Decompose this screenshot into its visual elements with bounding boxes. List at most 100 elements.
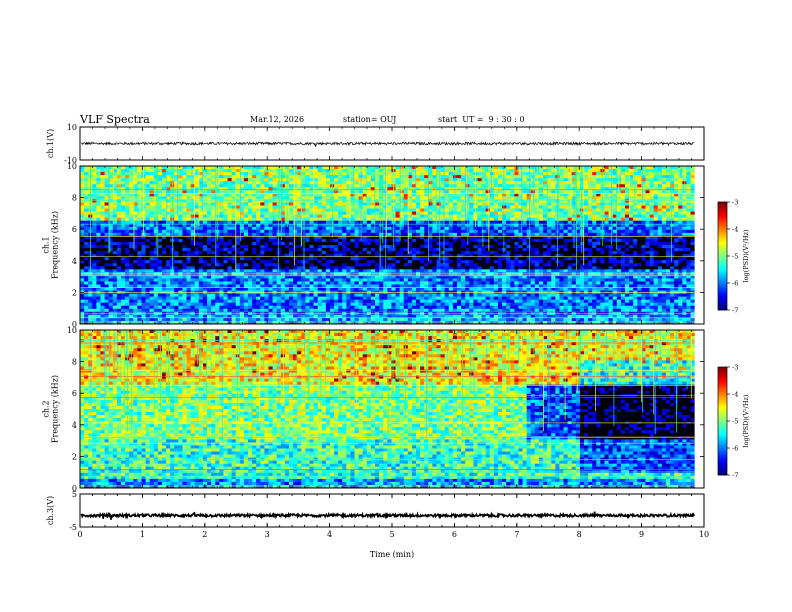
spectro-cell <box>407 169 413 173</box>
spectro-cell <box>616 238 622 243</box>
spectro-cell <box>461 187 466 191</box>
spectro-cell <box>145 245 151 249</box>
spectro-cell <box>166 245 171 249</box>
spectro-cell <box>432 257 437 261</box>
spectro-cell <box>293 211 298 216</box>
spectro-cell <box>604 205 609 209</box>
spectro-cell <box>559 217 564 222</box>
spectro-cell <box>592 193 597 197</box>
spectro-cell <box>100 245 105 249</box>
spectro-cell <box>608 211 614 216</box>
spectro-cell <box>96 217 101 222</box>
spectro-cell <box>313 187 319 191</box>
spectro-cell <box>252 229 257 234</box>
spectro-cell <box>108 178 114 182</box>
spectro-cell <box>149 202 155 206</box>
spectro-cell <box>157 181 163 185</box>
spectro-cell <box>305 251 310 255</box>
spectro-cell <box>661 181 667 185</box>
spectro-cell <box>489 251 495 255</box>
spectro-cell <box>670 217 675 222</box>
spectro-cell <box>243 181 249 185</box>
spectro-cell <box>559 214 564 219</box>
spectro-cell <box>575 181 581 185</box>
spectro-cell <box>174 232 179 237</box>
spectro-cell <box>440 251 446 255</box>
spectro-cell <box>432 202 437 206</box>
spectro-cell <box>436 226 441 231</box>
spectro-cell <box>366 193 372 197</box>
spectro-cell <box>682 196 687 200</box>
spectro-cell <box>424 245 429 249</box>
spectro-cell <box>198 217 204 222</box>
spectro-cell <box>674 238 679 243</box>
spectro-cell <box>227 245 233 249</box>
spectro-cell <box>235 220 241 225</box>
spectro-cell <box>252 172 257 176</box>
spectro-cell <box>276 172 282 176</box>
spectro-cell <box>420 208 425 212</box>
spectro-cell <box>440 257 446 261</box>
spectro-cell <box>264 196 269 200</box>
spectro-cell <box>407 175 413 179</box>
spectro-cell <box>506 248 511 252</box>
spectro-cell <box>428 229 433 234</box>
spectro-cell <box>440 238 446 243</box>
spectro-cell <box>166 217 171 222</box>
spectro-cell <box>309 223 314 228</box>
spectro-cell <box>293 202 298 206</box>
spectro-cell <box>559 232 564 237</box>
spectro-cell <box>366 229 372 234</box>
spectro-cell <box>387 184 392 188</box>
spectro-cell <box>370 245 376 249</box>
spectro-cell <box>485 181 491 185</box>
spectro-cell <box>366 208 372 212</box>
spectro-cell <box>403 175 409 179</box>
spectro-cell <box>547 214 552 219</box>
spectro-cell <box>510 166 515 170</box>
spectro-cell <box>182 241 187 246</box>
spectro-cell <box>202 196 208 200</box>
spectro-cell <box>325 205 331 209</box>
spectro-cell <box>645 166 650 170</box>
spectro-cell <box>334 169 339 173</box>
spectro-cell <box>493 232 499 237</box>
spectro-cell <box>370 175 376 179</box>
spectro-cell <box>145 214 151 219</box>
spectro-cell <box>297 220 302 225</box>
spectro-cell <box>80 211 85 216</box>
spectro-cell <box>440 226 446 231</box>
spectro-cell <box>280 166 286 170</box>
spectro-cell <box>239 172 245 176</box>
spectro-cell <box>120 229 126 234</box>
spectro-cell <box>174 208 179 212</box>
spectro-cell <box>665 187 671 191</box>
spectro-cell <box>92 220 97 225</box>
spectro-cell <box>256 193 261 197</box>
spectro-cell <box>190 175 196 179</box>
spectro-cell <box>592 232 597 237</box>
spectro-cell <box>522 187 528 191</box>
spectro-cell <box>395 187 401 191</box>
spectro-cell <box>481 202 487 206</box>
spectro-cell <box>116 238 122 243</box>
spectro-cell <box>338 196 343 200</box>
spectro-cell <box>260 217 265 222</box>
spectro-cell <box>362 166 368 170</box>
spectro-cell <box>231 254 237 258</box>
spectro-cell <box>260 214 265 219</box>
spectro-cell <box>629 245 634 249</box>
spectro-cell <box>178 214 183 219</box>
spectro-cell <box>424 254 429 258</box>
spectro-cell <box>346 199 351 203</box>
spectro-cell <box>342 232 347 237</box>
spectro-cell <box>620 193 626 197</box>
spectro-cell <box>485 241 491 246</box>
spectro-cell <box>325 241 331 246</box>
spectro-cell <box>120 184 126 188</box>
spectro-cell <box>100 220 105 225</box>
spectro-cell <box>375 178 380 182</box>
spectro-cell <box>211 208 216 212</box>
spectro-cell <box>239 175 245 179</box>
spectro-cell <box>104 251 110 255</box>
